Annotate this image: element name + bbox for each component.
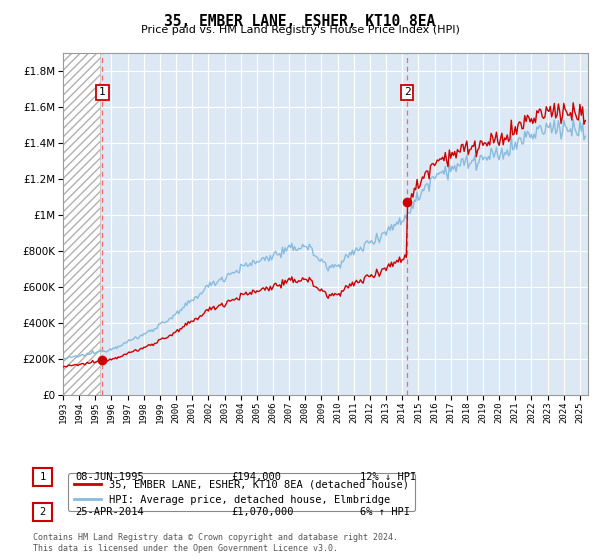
Text: 1: 1 [40,472,46,482]
Text: £194,000: £194,000 [231,472,281,482]
Text: Contains HM Land Registry data © Crown copyright and database right 2024.: Contains HM Land Registry data © Crown c… [33,533,398,542]
Text: 1: 1 [99,87,106,97]
Text: This data is licensed under the Open Government Licence v3.0.: This data is licensed under the Open Gov… [33,544,338,553]
Text: £1,070,000: £1,070,000 [231,507,293,517]
Text: Price paid vs. HM Land Registry's House Price Index (HPI): Price paid vs. HM Land Registry's House … [140,25,460,35]
Text: 12% ↓ HPI: 12% ↓ HPI [360,472,416,482]
Text: 6% ↑ HPI: 6% ↑ HPI [360,507,410,517]
Text: 08-JUN-1995: 08-JUN-1995 [75,472,144,482]
Text: 2: 2 [40,507,46,517]
Legend: 35, EMBER LANE, ESHER, KT10 8EA (detached house), HPI: Average price, detached h: 35, EMBER LANE, ESHER, KT10 8EA (detache… [68,473,415,511]
Text: 35, EMBER LANE, ESHER, KT10 8EA: 35, EMBER LANE, ESHER, KT10 8EA [164,14,436,29]
Text: 2: 2 [404,87,410,97]
Text: 25-APR-2014: 25-APR-2014 [75,507,144,517]
